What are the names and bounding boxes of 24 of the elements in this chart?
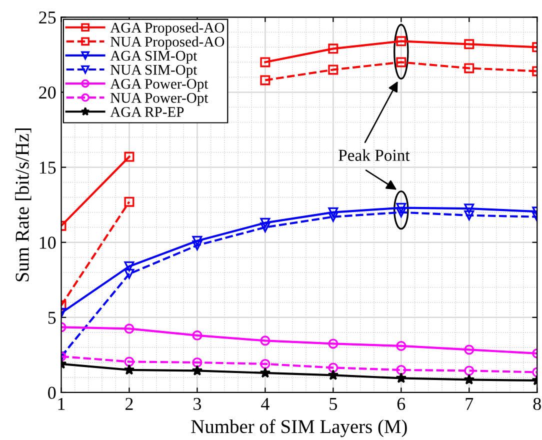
legend-label: NUA Proposed-AO [110, 36, 224, 50]
y-axis-title: Sum Rate [bit/s/Hz] [15, 128, 32, 282]
x-tick-label: 7 [466, 398, 474, 410]
x-tick-label: 1 [58, 398, 65, 410]
y-tick-label: 10 [40, 236, 56, 249]
legend-label: AGA Proposed-AO [110, 22, 224, 36]
x-axis-title: Number of SIM Layers (M) [191, 419, 407, 438]
x-tick-label: 6 [397, 398, 406, 410]
x-tick-label: 3 [194, 398, 202, 410]
legend-label: AGA Power-Opt [110, 78, 208, 92]
legend-label: AGA SIM-Opt [110, 50, 198, 64]
legend-label: AGA RP-EP [110, 107, 184, 117]
y-tick-label: 15 [40, 162, 56, 174]
annotation: Peak Point [338, 149, 410, 161]
x-tick-label: 2 [126, 398, 133, 410]
x-tick-label: 4 [261, 398, 270, 410]
x-tick-label: 5 [330, 398, 337, 410]
y-tick-label: 25 [39, 11, 56, 24]
y-tick-label: 20 [39, 86, 56, 99]
y-tick-label: 5 [48, 312, 56, 324]
x-tick-label: 8 [533, 398, 541, 410]
y-tick-label: 0 [48, 386, 56, 399]
legend-label: NUA Power-Opt [110, 93, 208, 106]
legend-label: NUA SIM-Opt [110, 64, 198, 78]
